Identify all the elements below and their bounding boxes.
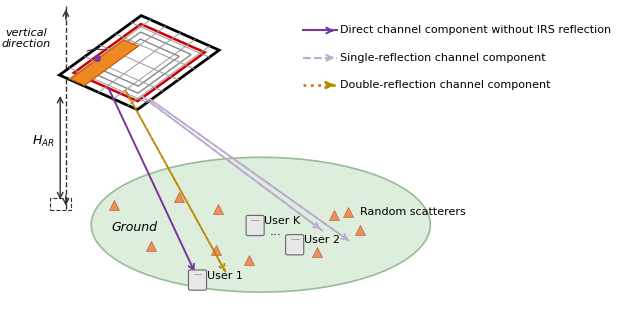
Text: Single-reflection channel component: Single-reflection channel component: [340, 53, 545, 63]
Text: User 1: User 1: [207, 271, 243, 281]
Polygon shape: [70, 40, 138, 85]
Ellipse shape: [92, 157, 430, 292]
Text: User 2: User 2: [304, 235, 340, 246]
Text: $H_{AR}$: $H_{AR}$: [32, 134, 54, 149]
Text: Direct channel component without IRS reflection: Direct channel component without IRS ref…: [340, 25, 611, 36]
Bar: [50, 198, 72, 210]
Text: Double-reflection channel component: Double-reflection channel component: [340, 80, 550, 90]
Polygon shape: [60, 16, 219, 109]
Text: Random scatterers: Random scatterers: [360, 207, 465, 217]
FancyBboxPatch shape: [285, 235, 304, 255]
Text: $\theta_{tilt}$: $\theta_{tilt}$: [111, 32, 132, 48]
FancyBboxPatch shape: [188, 270, 207, 290]
Text: User K: User K: [264, 216, 300, 226]
Text: vertical
direction: vertical direction: [2, 28, 51, 49]
Text: ...: ...: [270, 225, 282, 238]
Text: Ground: Ground: [111, 221, 157, 234]
FancyBboxPatch shape: [246, 215, 264, 236]
